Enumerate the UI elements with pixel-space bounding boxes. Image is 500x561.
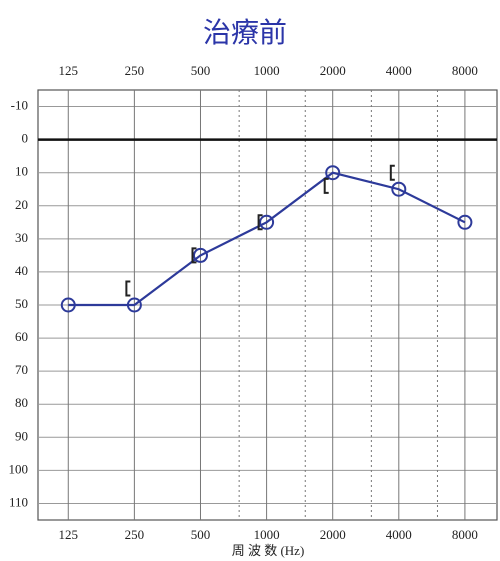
y-tick-label: 70 [15, 362, 28, 377]
x-tick-label: 125 [59, 527, 79, 542]
x-tick-label: 2000 [320, 527, 346, 542]
x-tick-label-top: 4000 [386, 63, 412, 78]
y-tick-label: 0 [22, 131, 29, 146]
x-tick-label-top: 2000 [320, 63, 346, 78]
y-tick-label: 80 [15, 395, 28, 410]
air-marker [192, 247, 208, 263]
bone-marker [389, 164, 395, 181]
x-tick-label: 8000 [452, 527, 478, 542]
y-tick-label: 30 [15, 230, 28, 245]
y-tick-label: 110 [9, 494, 28, 509]
bone-marker [323, 177, 329, 194]
y-tick-label: 50 [15, 296, 28, 311]
x-tick-label: 500 [191, 527, 211, 542]
bone-marker [257, 214, 263, 231]
bone-marker [191, 247, 197, 264]
air-marker [325, 165, 341, 181]
air-marker [457, 214, 473, 230]
y-tick-label: -10 [11, 98, 28, 113]
y-tick-label: 10 [15, 164, 28, 179]
x-tick-label-top: 125 [59, 63, 79, 78]
x-tick-label: 1000 [254, 527, 280, 542]
data-line [68, 171, 466, 307]
air-marker [60, 297, 76, 313]
air-marker [259, 214, 275, 230]
x-axis-label: 周 波 数 (Hz) [232, 543, 305, 558]
x-tick-label-top: 250 [125, 63, 145, 78]
y-tick-label: 90 [15, 428, 28, 443]
x-tick-label: 250 [125, 527, 145, 542]
chart-title: 治療前 [203, 16, 287, 49]
air-marker [126, 297, 142, 313]
bone-marker [125, 280, 131, 297]
y-tick-label: 20 [15, 197, 28, 212]
x-tick-label-top: 1000 [254, 63, 280, 78]
y-tick-label: 100 [9, 461, 29, 476]
air-marker [391, 181, 407, 197]
y-tick-label: 60 [15, 329, 28, 344]
y-tick-label: 40 [15, 263, 28, 278]
x-tick-label: 4000 [386, 527, 412, 542]
x-tick-label-top: 8000 [452, 63, 478, 78]
x-tick-label-top: 500 [191, 63, 211, 78]
